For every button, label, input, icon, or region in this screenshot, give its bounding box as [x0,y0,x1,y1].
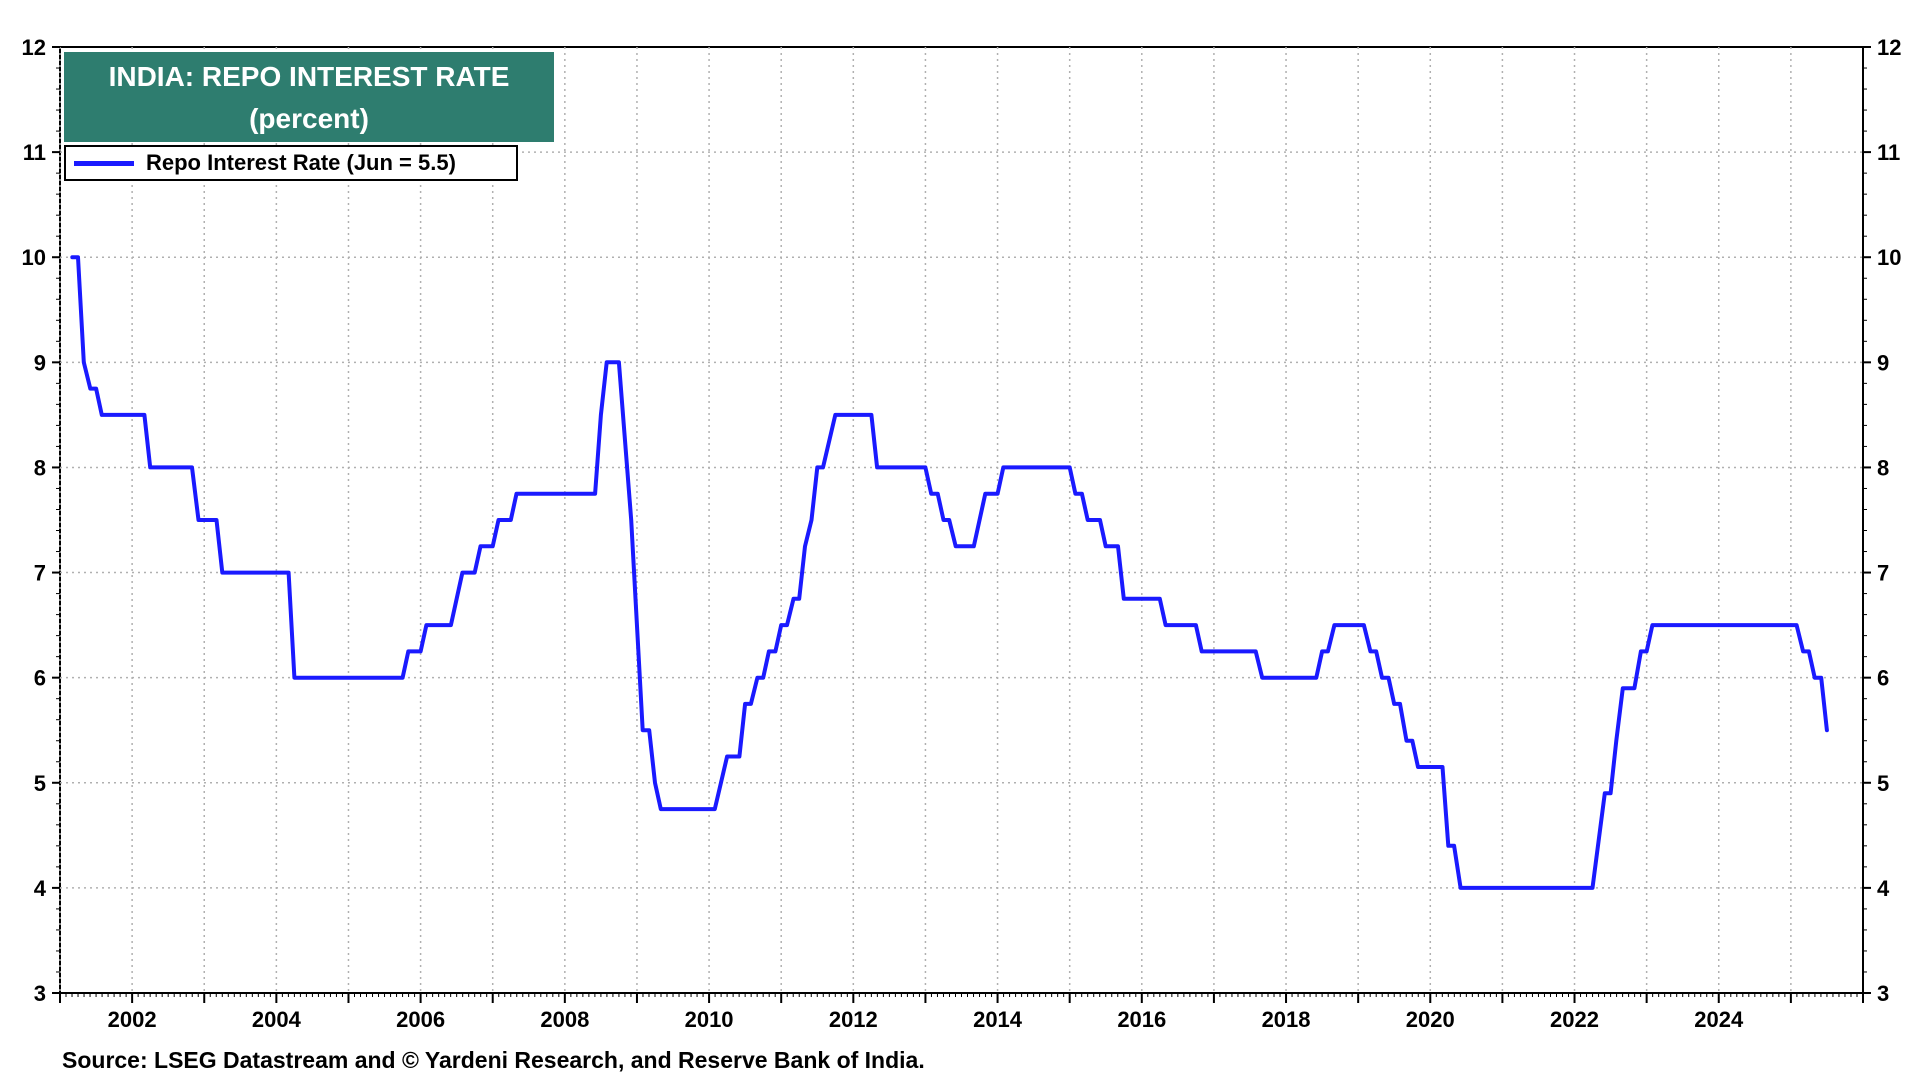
y-tick-label-right: 7 [1877,561,1889,586]
chart-subtitle: (percent) [249,103,369,134]
y-tick-label-right: 6 [1877,666,1889,691]
x-tick-label: 2012 [829,1007,878,1032]
x-tick-label: 2016 [1117,1007,1166,1032]
y-tick-label-right: 9 [1877,350,1889,375]
y-tick-label-left: 6 [34,666,46,691]
y-tick-label-right: 4 [1877,876,1890,901]
y-tick-label-left: 10 [22,245,46,270]
plot-area [59,46,1864,994]
x-tick-label: 2008 [540,1007,589,1032]
x-tick-label: 2010 [685,1007,734,1032]
y-tick-label-left: 7 [34,561,46,586]
axes: 3 3 4 4 5 5 6 6 7 7 8 8 9 9 10 10 11 11 12 12 2002 2004 2006 20… [22,35,1902,1032]
x-tick-label: 2002 [108,1007,157,1032]
y-tick-label-left: 9 [34,350,46,375]
y-tick-label-right: 5 [1877,771,1889,796]
chart-title-box: INDIA: REPO INTEREST RATE (percent) [64,52,554,142]
series-layer [70,255,1829,890]
x-tick-label: 2006 [396,1007,445,1032]
source-note: Source: LSEG Datastream and © Yardeni Re… [62,1047,925,1073]
chart-title: INDIA: REPO INTEREST RATE [108,61,510,92]
x-tick-label: 2020 [1406,1007,1455,1032]
y-tick-label-right: 12 [1877,35,1901,60]
y-tick-label-left: 11 [23,140,46,165]
x-tick-label: 2022 [1550,1007,1599,1032]
y-tick-label-right: 3 [1877,981,1889,1006]
y-tick-label-left: 4 [34,876,47,901]
y-tick-label-right: 11 [1877,140,1900,165]
legend-swatch [74,160,134,166]
grid-lines [59,47,1863,993]
legend: Repo Interest Rate (Jun = 5.5) [64,145,518,181]
legend-label: Repo Interest Rate (Jun = 5.5) [146,150,456,175]
y-tick-label-left: 8 [34,455,46,480]
y-tick-label-left: 12 [22,35,46,60]
y-tick-label-left: 3 [34,981,46,1006]
x-tick-label: 2024 [1694,1007,1744,1032]
x-tick-label: 2018 [1262,1007,1311,1032]
y-tick-label-left: 5 [34,771,46,796]
x-tick-label: 2004 [252,1007,302,1032]
series-line-repo-rate [70,255,1829,890]
y-tick-label-right: 8 [1877,455,1889,480]
x-tick-label: 2014 [973,1007,1023,1032]
y-tick-label-right: 10 [1877,245,1901,270]
